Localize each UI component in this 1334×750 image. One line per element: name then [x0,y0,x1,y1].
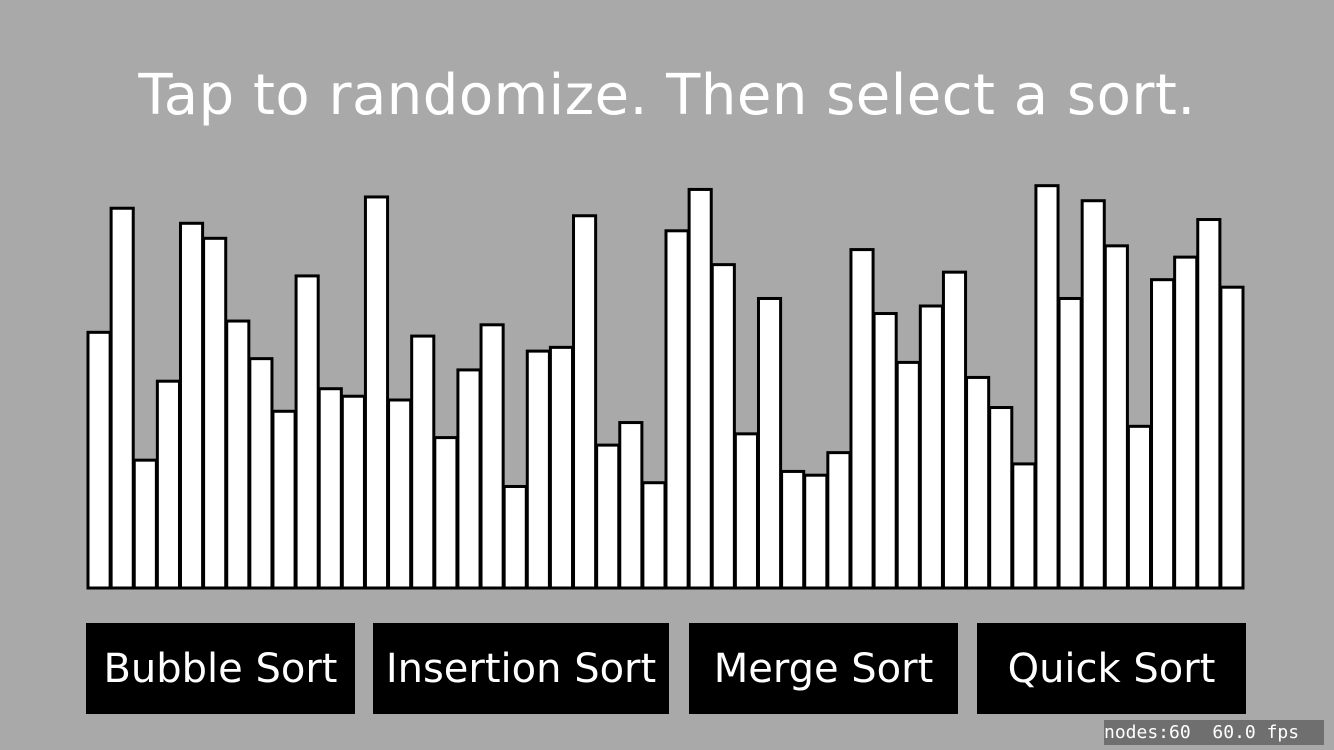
bar-chart[interactable] [0,0,1334,600]
bar-40 [988,406,1014,590]
bar-22 [572,214,598,590]
instruction-text: Tap to randomize. Then select a sort. [138,63,1196,128]
bar-46 [1126,424,1153,590]
bar-50 [1219,285,1245,590]
bar-35 [872,312,898,590]
quick-sort-button[interactable]: Quick Sort [977,623,1246,714]
bar-1 [86,330,112,590]
bar-36 [895,360,921,590]
bar-7 [225,319,251,590]
bar-27 [687,187,713,590]
performance-stats: nodes:60 60.0 fps [1104,720,1324,745]
bar-18 [479,323,505,590]
bar-14 [387,398,413,590]
bar-39 [965,375,991,590]
bar-4 [155,379,181,590]
bar-41 [1011,462,1037,590]
node-count: nodes:60 [1104,722,1191,743]
bar-20 [525,349,551,590]
bar-8 [248,357,274,590]
bar-21 [548,345,575,590]
bar-5 [178,221,205,590]
bar-47 [1150,278,1176,590]
bar-15 [410,334,436,590]
bar-10 [294,274,320,590]
bar-30 [756,296,783,590]
bar-48 [1173,255,1199,590]
merge-sort-button[interactable]: Merge Sort [689,623,958,714]
bar-9 [271,409,297,590]
bar-24 [618,421,644,590]
bar-2 [109,206,135,590]
bar-31 [780,469,806,590]
bar-11 [317,387,343,590]
bar-33 [826,451,852,590]
bar-25 [641,481,667,590]
bar-45 [1103,244,1129,590]
bar-44 [1080,199,1106,590]
bar-49 [1196,218,1222,590]
bar-19 [502,484,528,590]
bar-29 [733,432,759,590]
bubble-sort-button[interactable]: Bubble Sort [86,623,355,714]
bar-16 [433,436,459,590]
insertion-sort-button[interactable]: Insertion Sort [373,623,669,714]
bar-6 [202,236,228,590]
bar-34 [849,248,875,590]
bar-37 [918,304,944,590]
bar-42 [1034,184,1060,590]
bar-23 [595,443,621,590]
bar-12 [340,394,366,590]
bar-26 [664,229,690,590]
bar-43 [1057,296,1083,590]
bar-3 [132,458,158,590]
fps-readout: 60.0 fps [1212,722,1300,743]
bar-28 [710,263,736,590]
bar-32 [803,473,829,590]
bar-38 [941,270,968,590]
bar-17 [456,368,482,590]
bar-13 [363,195,390,590]
